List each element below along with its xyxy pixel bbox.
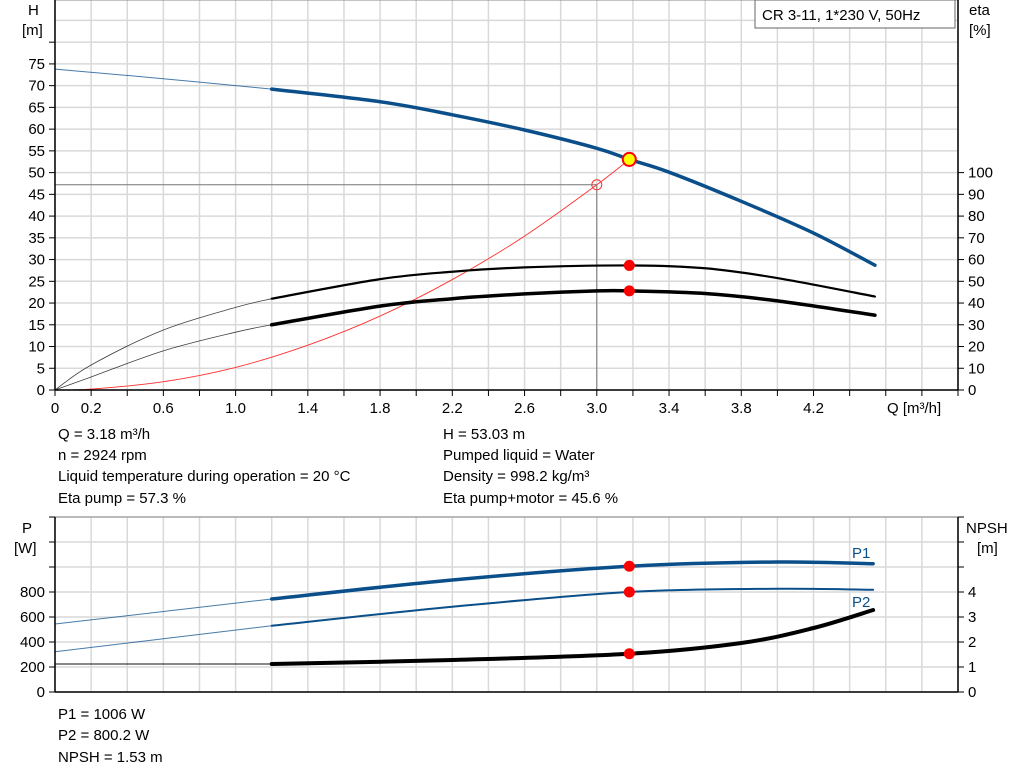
result-p2: P2 = 800.2 W [58,727,150,744]
h-tick-label: 50 [28,165,45,182]
p-tick-label: 800 [20,584,45,601]
x-tick-label: 0.6 [153,400,174,417]
x-tick-label: 3.4 [659,400,680,417]
p1-point [623,560,635,572]
x-tick-label: 1.0 [225,400,246,417]
eta-tick-label: 40 [968,295,985,312]
x-tick-label: 2.6 [514,400,535,417]
eta-tick-label: 90 [968,186,985,203]
p-axis-unit: [W] [14,540,37,557]
h-tick-label: 65 [28,99,45,116]
title-box: CR 3-11, 1*230 V, 50Hz [754,0,956,29]
h-tick-label: 30 [28,252,45,269]
result-liquid: Pumped liquid = Water [443,447,595,464]
result-temp: Liquid temperature during operation = 20… [58,468,351,485]
h-tick-label: 15 [28,317,45,334]
eta-tick-label: 50 [968,273,985,290]
result-h: H = 53.03 m [443,426,526,443]
result-n: n = 2924 rpm [58,447,147,464]
npsh-tick-label: 1 [968,659,976,676]
system-curve [54,159,630,391]
result-eta-pump-motor: Eta pump+motor = 45.6 % [443,490,619,507]
curves [54,68,877,666]
p-axis-label: P [22,520,32,537]
h-tick-label: 20 [28,295,45,312]
npsh-tick-label: 3 [968,609,976,626]
h-tick-label: 70 [28,78,45,95]
npsh-tick-label: 4 [968,584,976,601]
result-p1: P1 = 1006 W [58,706,146,723]
npsh-axis-label: NPSH [966,520,1008,537]
npsh-point [623,648,635,660]
x-tick-label: 0.2 [81,400,102,417]
h-tick-label: 25 [28,273,45,290]
p1-curve [269,560,875,601]
result-eta-pump: Eta pump = 57.3 % [58,490,186,507]
axis-ticks: 0 0.2 0.6 1.0 1.4 1.8 2.2 2.6 3.0 3.4 3.8 4.2051015… [20,0,993,701]
result-q: Q = 3.18 m³/h [58,426,151,443]
h-tick-label: 60 [28,121,45,138]
p2-point [623,586,635,598]
p-tick-label: 600 [20,609,45,626]
npsh-axis-unit: [m] [977,540,998,557]
eta-pump-point [623,259,635,271]
eta-pump-curve-extrapolated [54,298,272,391]
h-tick-label: 5 [37,360,45,377]
h-tick-label: 40 [28,208,45,225]
npsh-curve [269,608,876,666]
x-tick-label: 2.2 [442,400,463,417]
eta-tick-label: 30 [968,317,985,334]
operating-point [621,151,637,167]
h-tick-label: 35 [28,230,45,247]
eta-axis-unit: [%] [969,22,991,39]
eta-tick-label: 0 [968,382,976,399]
eta-pump-motor-curve-extrapolated [54,324,272,391]
eta-axis-label: eta [969,2,991,19]
chart-title: CR 3-11, 1*230 V, 50Hz [762,7,920,24]
h-tick-label: 75 [28,56,45,73]
p2-series-label: P2 [852,594,870,611]
h-tick-label: 55 [28,143,45,160]
p1-curve-extrapolated [54,598,272,625]
p-tick-label: 0 [37,684,45,701]
h-tick-label: 10 [28,339,45,356]
eta-tick-label: 20 [968,339,985,356]
head-curve [269,87,877,267]
eta-tick-label: 100 [968,165,993,182]
x-tick-label: 3.0 [586,400,607,417]
x-tick-label: 3.8 [731,400,752,417]
result-npsh: NPSH = 1.53 m [58,749,163,766]
eta-pump-curve [270,264,877,300]
bottom-plot-frame [54,516,959,693]
p2-curve [270,587,875,627]
eta-tick-label: 60 [968,252,985,269]
top-grid [54,0,959,391]
p-tick-label: 200 [20,659,45,676]
reference-point [591,179,603,191]
eta-tick-label: 70 [968,230,985,247]
q-axis-label: Q [m³/h] [887,400,941,417]
eta-pump-motor-point [623,285,635,297]
p-tick-label: 400 [20,634,45,651]
x-tick-label: 0 [51,400,59,417]
bottom-grid [54,516,959,693]
x-tick-label: 1.8 [370,400,391,417]
h-axis-label: H [28,2,39,19]
h-tick-label: 45 [28,186,45,203]
x-tick-label: 4.2 [803,400,824,417]
x-tick-label: 1.4 [297,400,318,417]
eta-tick-label: 80 [968,208,985,225]
eta-tick-label: 10 [968,360,985,377]
head-curve-extrapolated [54,68,272,90]
p1-series-label: P1 [852,545,870,562]
h-axis-unit: [m] [22,22,43,39]
h-tick-label: 0 [37,382,45,399]
p2-curve-extrapolated [54,625,272,653]
npsh-tick-label: 0 [968,684,976,701]
result-density: Density = 998.2 kg/m³ [443,468,590,485]
npsh-tick-label: 2 [968,634,976,651]
eta-pump-motor-curve [269,288,877,327]
